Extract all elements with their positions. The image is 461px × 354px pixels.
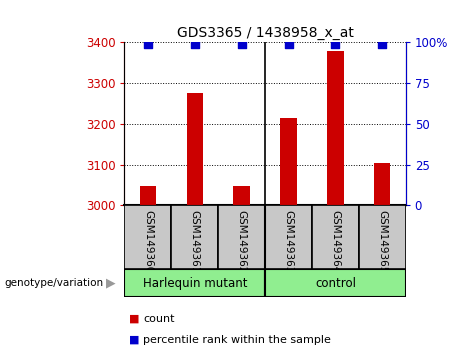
- Bar: [280, 118, 297, 205]
- Text: ■: ■: [129, 335, 140, 345]
- Bar: [265, 269, 406, 297]
- Bar: [187, 93, 203, 205]
- Point: [378, 41, 386, 47]
- Text: genotype/variation: genotype/variation: [5, 278, 104, 288]
- Text: GSM149362: GSM149362: [236, 210, 247, 274]
- Point: [238, 41, 245, 47]
- Text: count: count: [143, 314, 174, 324]
- Text: GSM149360: GSM149360: [143, 210, 153, 274]
- Bar: [233, 186, 250, 205]
- Bar: [171, 205, 218, 269]
- Point: [285, 41, 292, 47]
- Bar: [312, 205, 359, 269]
- Text: GSM149363: GSM149363: [284, 210, 294, 274]
- Text: GSM149365: GSM149365: [377, 210, 387, 274]
- Bar: [265, 205, 312, 269]
- Text: GSM149364: GSM149364: [331, 210, 340, 274]
- Point: [144, 41, 152, 47]
- Text: percentile rank within the sample: percentile rank within the sample: [143, 335, 331, 345]
- Title: GDS3365 / 1438958_x_at: GDS3365 / 1438958_x_at: [177, 26, 354, 40]
- Bar: [218, 205, 265, 269]
- Bar: [374, 164, 390, 205]
- Bar: [359, 205, 406, 269]
- Point: [332, 41, 339, 47]
- Text: Harlequin mutant: Harlequin mutant: [142, 277, 247, 290]
- Point: [191, 41, 198, 47]
- Bar: [124, 269, 265, 297]
- Text: control: control: [315, 277, 356, 290]
- Bar: [124, 205, 171, 269]
- Text: GSM149361: GSM149361: [190, 210, 200, 274]
- Text: ■: ■: [129, 314, 140, 324]
- Bar: [140, 186, 156, 205]
- Bar: [327, 51, 343, 205]
- Text: ▶: ▶: [106, 277, 116, 290]
